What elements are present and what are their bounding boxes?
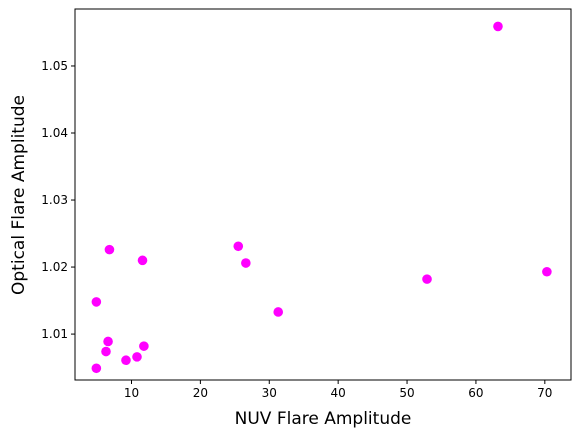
data-point: [139, 341, 149, 351]
y-tick-label: 1.01: [41, 327, 68, 341]
y-tick-label: 1.04: [41, 126, 68, 140]
data-point: [101, 346, 111, 357]
data-point: [91, 363, 102, 374]
y-tick-label: 1.02: [41, 260, 68, 274]
data-points: [91, 21, 552, 374]
plot-frame: [74, 8, 572, 381]
y-tick-label: 1.05: [41, 59, 68, 73]
data-point: [137, 255, 148, 266]
x-tick-label: 40: [331, 386, 346, 400]
axis-ticks: 10 20 30 40 50 60 70 1.01 1.02 1.03 1.04 1.05: [41, 59, 552, 400]
data-point: [104, 244, 115, 255]
x-tick-label: 20: [193, 386, 208, 400]
data-point: [241, 258, 251, 268]
data-point: [233, 241, 244, 252]
data-point: [422, 274, 432, 284]
y-tick-label: 1.03: [41, 193, 68, 207]
x-tick-label: 10: [124, 386, 139, 400]
data-point: [91, 297, 102, 307]
x-tick-label: 30: [262, 386, 277, 400]
data-point: [132, 352, 142, 362]
data-point: [103, 336, 113, 347]
plot-area: [75, 9, 571, 380]
data-point: [273, 307, 284, 317]
data-point: [121, 355, 131, 366]
data-point: [542, 266, 552, 277]
x-axis-label: NUV Flare Amplitude: [235, 409, 412, 429]
x-tick-label: 70: [537, 386, 552, 400]
x-tick-label: 50: [399, 386, 414, 400]
data-point: [493, 21, 503, 32]
y-axis-label: Optical Flare Amplitude: [9, 95, 29, 295]
x-tick-label: 60: [468, 386, 483, 400]
